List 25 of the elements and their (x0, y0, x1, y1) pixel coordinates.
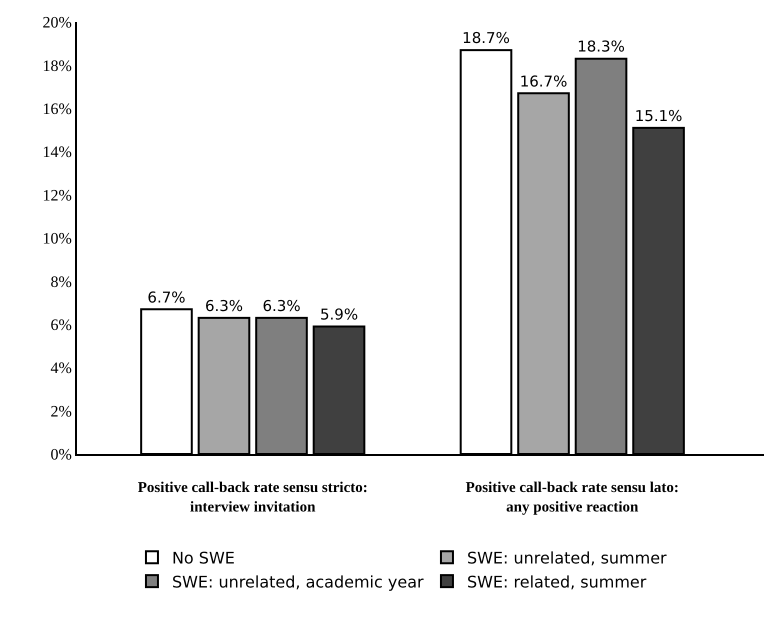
y-tick-label: 14% (42, 144, 72, 162)
y-tick-label: 12% (42, 187, 72, 204)
data-label: 18.7% (462, 29, 510, 48)
legend-label: SWE: unrelated, summer (466, 548, 668, 568)
data-label: 6.7% (147, 288, 186, 306)
y-tick-label: 0% (50, 446, 72, 464)
y-tick-label: 20% (42, 14, 72, 32)
y-tick-label: 4% (50, 360, 72, 378)
y-tick-label: 16% (42, 101, 72, 118)
data-label: 5.9% (320, 306, 358, 324)
y-tick-label: 10% (42, 230, 72, 248)
y-tick-label: 2% (50, 403, 72, 420)
data-label: 6.3% (204, 296, 244, 315)
legend-label: No SWE (172, 548, 235, 568)
legend-label: SWE: unrelated, academic year (172, 572, 424, 592)
y-tick-label: 8% (50, 274, 72, 291)
data-label: 16.7% (520, 72, 568, 90)
data-label: 15.1% (634, 106, 682, 125)
y-tick-label: 18% (42, 58, 72, 75)
legend-label: SWE: related, summer (466, 572, 647, 592)
data-label: 18.3% (577, 38, 625, 56)
y-tick-label: 6% (50, 317, 72, 334)
x-tick-label: Positive call-back rate sensu stricto: interview invitation (138, 480, 368, 516)
data-label: 6.3% (262, 296, 301, 315)
x-tick-label: Positive call-back rate sensu lato: any positive reaction (466, 480, 679, 516)
